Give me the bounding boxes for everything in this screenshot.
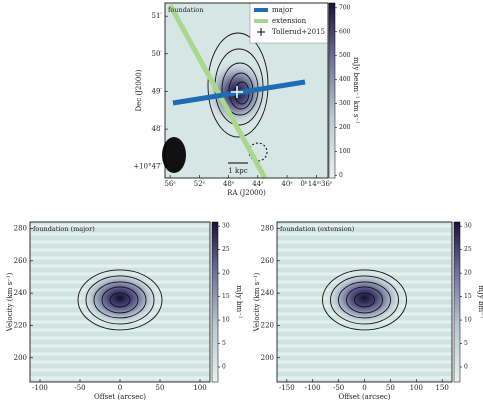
x-tick-label: -100: [32, 384, 48, 392]
y-tick-label: 260: [14, 257, 27, 265]
x-axis-label: Offset (arcsec): [338, 393, 390, 401]
colorbar-tick-label: 15: [464, 293, 472, 300]
x-tick-label: 50: [156, 384, 165, 392]
y-tick-label: 220: [261, 321, 274, 329]
legend-label: extension: [272, 17, 307, 25]
colorbar-label: mJy bm⁻¹: [477, 285, 483, 318]
y-tick-label: 280: [14, 224, 27, 232]
scale-bar-label: 1 kpc: [228, 167, 247, 175]
colorbar-tick-label: 10: [222, 317, 230, 324]
y-tick-label: 240: [14, 289, 27, 297]
annotation: foundation: [168, 6, 204, 14]
x-tick-label: 52ˢ: [194, 180, 206, 188]
y-tick-label: 200: [14, 354, 27, 362]
x-tick-label: 44ˢ: [252, 180, 264, 188]
colorbar-label: mJy bm⁻¹: [235, 285, 243, 318]
colorbar-tick-label: 300: [339, 100, 351, 107]
y-tick-label: 200: [261, 354, 274, 362]
x-tick-label: -150: [279, 384, 295, 392]
y-tick-label: 48′: [152, 125, 163, 133]
colorbar-tick-label: 25: [464, 246, 472, 253]
colorbar-tick-label: 500: [339, 52, 351, 59]
x-tick-label: 0: [118, 384, 122, 392]
colorbar-tick-label: 25: [222, 246, 230, 253]
colorbar-tick-label: 30: [222, 223, 230, 230]
colorbar-tick-label: 700: [339, 4, 351, 11]
y-tick-label: 50′: [152, 50, 163, 58]
x-tick-label: 100: [193, 384, 206, 392]
colorbar-tick-label: 5: [464, 340, 468, 347]
legend-label: Tollerud+2015: [272, 28, 325, 36]
x-axis-label: Offset (arcsec): [94, 393, 146, 401]
x-tick-label: 0: [362, 384, 366, 392]
x-tick-label: 48ˢ: [223, 180, 235, 188]
colorbar-tick-label: 600: [339, 28, 351, 35]
colorbar: [212, 222, 218, 382]
colorbar-tick-label: 15: [222, 293, 230, 300]
colorbar-tick-label: 400: [339, 76, 351, 83]
colorbar-tick-label: 5: [222, 340, 226, 347]
colorbar: [454, 222, 460, 382]
figure: 1 kpc major extension Tollerud+2015 foundati…: [0, 0, 483, 408]
y-tick-label: +10°47′: [133, 163, 162, 171]
colorbar-tick-label: 200: [339, 124, 351, 131]
colorbar: [329, 3, 335, 178]
colorbar-tick-label: 0: [222, 363, 226, 370]
x-tick-label: 100: [410, 384, 423, 392]
colorbar-tick-label: 0: [339, 172, 343, 179]
y-tick-label: 51′: [152, 12, 163, 20]
y-tick-label: 240: [261, 289, 274, 297]
x-tick-label: -100: [305, 384, 321, 392]
y-tick-label: 49′: [152, 87, 163, 95]
x-axis-label: RA (J2000): [227, 189, 266, 197]
legend-label: major: [272, 6, 293, 14]
annotation: foundation (major): [33, 225, 95, 233]
colorbar-tick-label: 100: [339, 148, 351, 155]
x-tick-label: 0ʰ14ᵐ36ˢ: [300, 180, 333, 188]
y-tick-label: 280: [261, 224, 274, 232]
colorbar-label: mJy beam⁻¹ km s⁻¹: [352, 57, 360, 124]
colorbar-tick-label: 20: [222, 270, 230, 277]
y-tick-label: 260: [261, 257, 274, 265]
x-tick-label: 50: [386, 384, 395, 392]
x-tick-label: 56ˢ: [164, 180, 176, 188]
y-axis-label: Velocity (km s⁻¹): [6, 272, 14, 332]
beam: [162, 137, 186, 173]
x-tick-label: 150: [435, 384, 448, 392]
y-tick-label: 220: [14, 321, 27, 329]
x-tick-label: 40ˢ: [281, 180, 293, 188]
colorbar-tick-label: 30: [464, 223, 472, 230]
colorbar-tick-label: 0: [464, 363, 468, 370]
colorbar-tick-label: 10: [464, 317, 472, 324]
x-tick-label: -50: [74, 384, 85, 392]
x-tick-label: -50: [333, 384, 344, 392]
annotation: foundation (extension): [280, 225, 355, 233]
y-axis-label: Dec (J2000): [135, 69, 143, 111]
y-axis-label: Velocity (km s⁻¹): [253, 272, 261, 332]
colorbar-tick-label: 20: [464, 270, 472, 277]
